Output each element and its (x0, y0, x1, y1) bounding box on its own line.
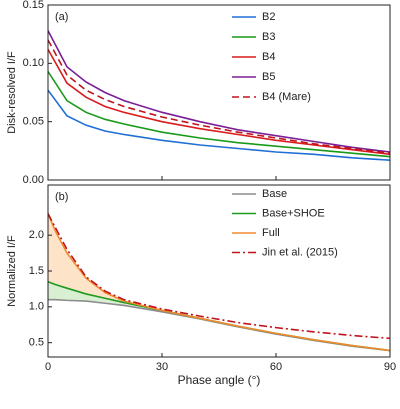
y-axis-label: Disk-resolved I/F (6, 51, 18, 134)
legend-label: B2 (262, 11, 275, 23)
x-tick-label: 60 (270, 361, 282, 373)
legend-label: Base (262, 188, 287, 200)
y-tick-label: 0.05 (23, 116, 44, 128)
data-line (47, 30, 391, 153)
shaded-band (48, 213, 390, 351)
data-line (47, 89, 391, 161)
y-tick-label: 1.0 (29, 301, 44, 313)
legend-label: Base+SHOE (262, 207, 325, 219)
data-line (47, 213, 391, 340)
plot-frame (47, 184, 391, 358)
y-tick-label: 1.5 (29, 265, 44, 277)
plot-frame (47, 4, 391, 181)
panel-label: (b) (55, 191, 68, 203)
data-line (47, 213, 391, 352)
legend-label: B5 (262, 71, 275, 83)
legend-label: B3 (262, 31, 275, 43)
data-line (47, 39, 391, 154)
y-axis-label: Normalized I/F (6, 235, 18, 307)
y-tick-label: 0.10 (23, 57, 44, 69)
data-line (47, 71, 391, 158)
y-tick-label: 0.00 (23, 174, 44, 186)
x-tick-label: 30 (156, 361, 168, 373)
legend-label: B4 (Mare) (262, 91, 311, 103)
x-axis-label: Phase angle (°) (178, 373, 261, 387)
legend-label: Jin et al. (2015) (262, 246, 338, 258)
y-tick-label: 0.15 (23, 0, 44, 11)
x-tick-label: 0 (45, 361, 51, 373)
panel-label: (a) (55, 11, 68, 23)
data-line (47, 48, 391, 156)
legend-label: B4 (262, 51, 275, 63)
y-tick-label: 0.5 (29, 337, 44, 349)
x-tick-label: 90 (384, 361, 396, 373)
y-tick-label: 2.0 (29, 229, 44, 241)
legend-label: Full (262, 227, 280, 239)
